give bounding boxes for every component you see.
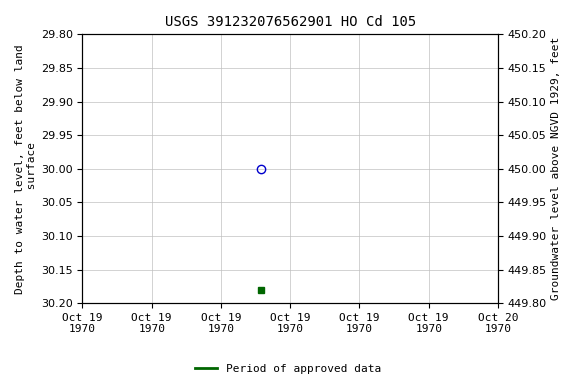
Y-axis label: Depth to water level, feet below land
 surface: Depth to water level, feet below land su… [15,44,37,294]
Y-axis label: Groundwater level above NGVD 1929, feet: Groundwater level above NGVD 1929, feet [551,37,561,300]
Title: USGS 391232076562901 HO Cd 105: USGS 391232076562901 HO Cd 105 [165,15,416,29]
Legend: Period of approved data: Period of approved data [191,359,385,379]
